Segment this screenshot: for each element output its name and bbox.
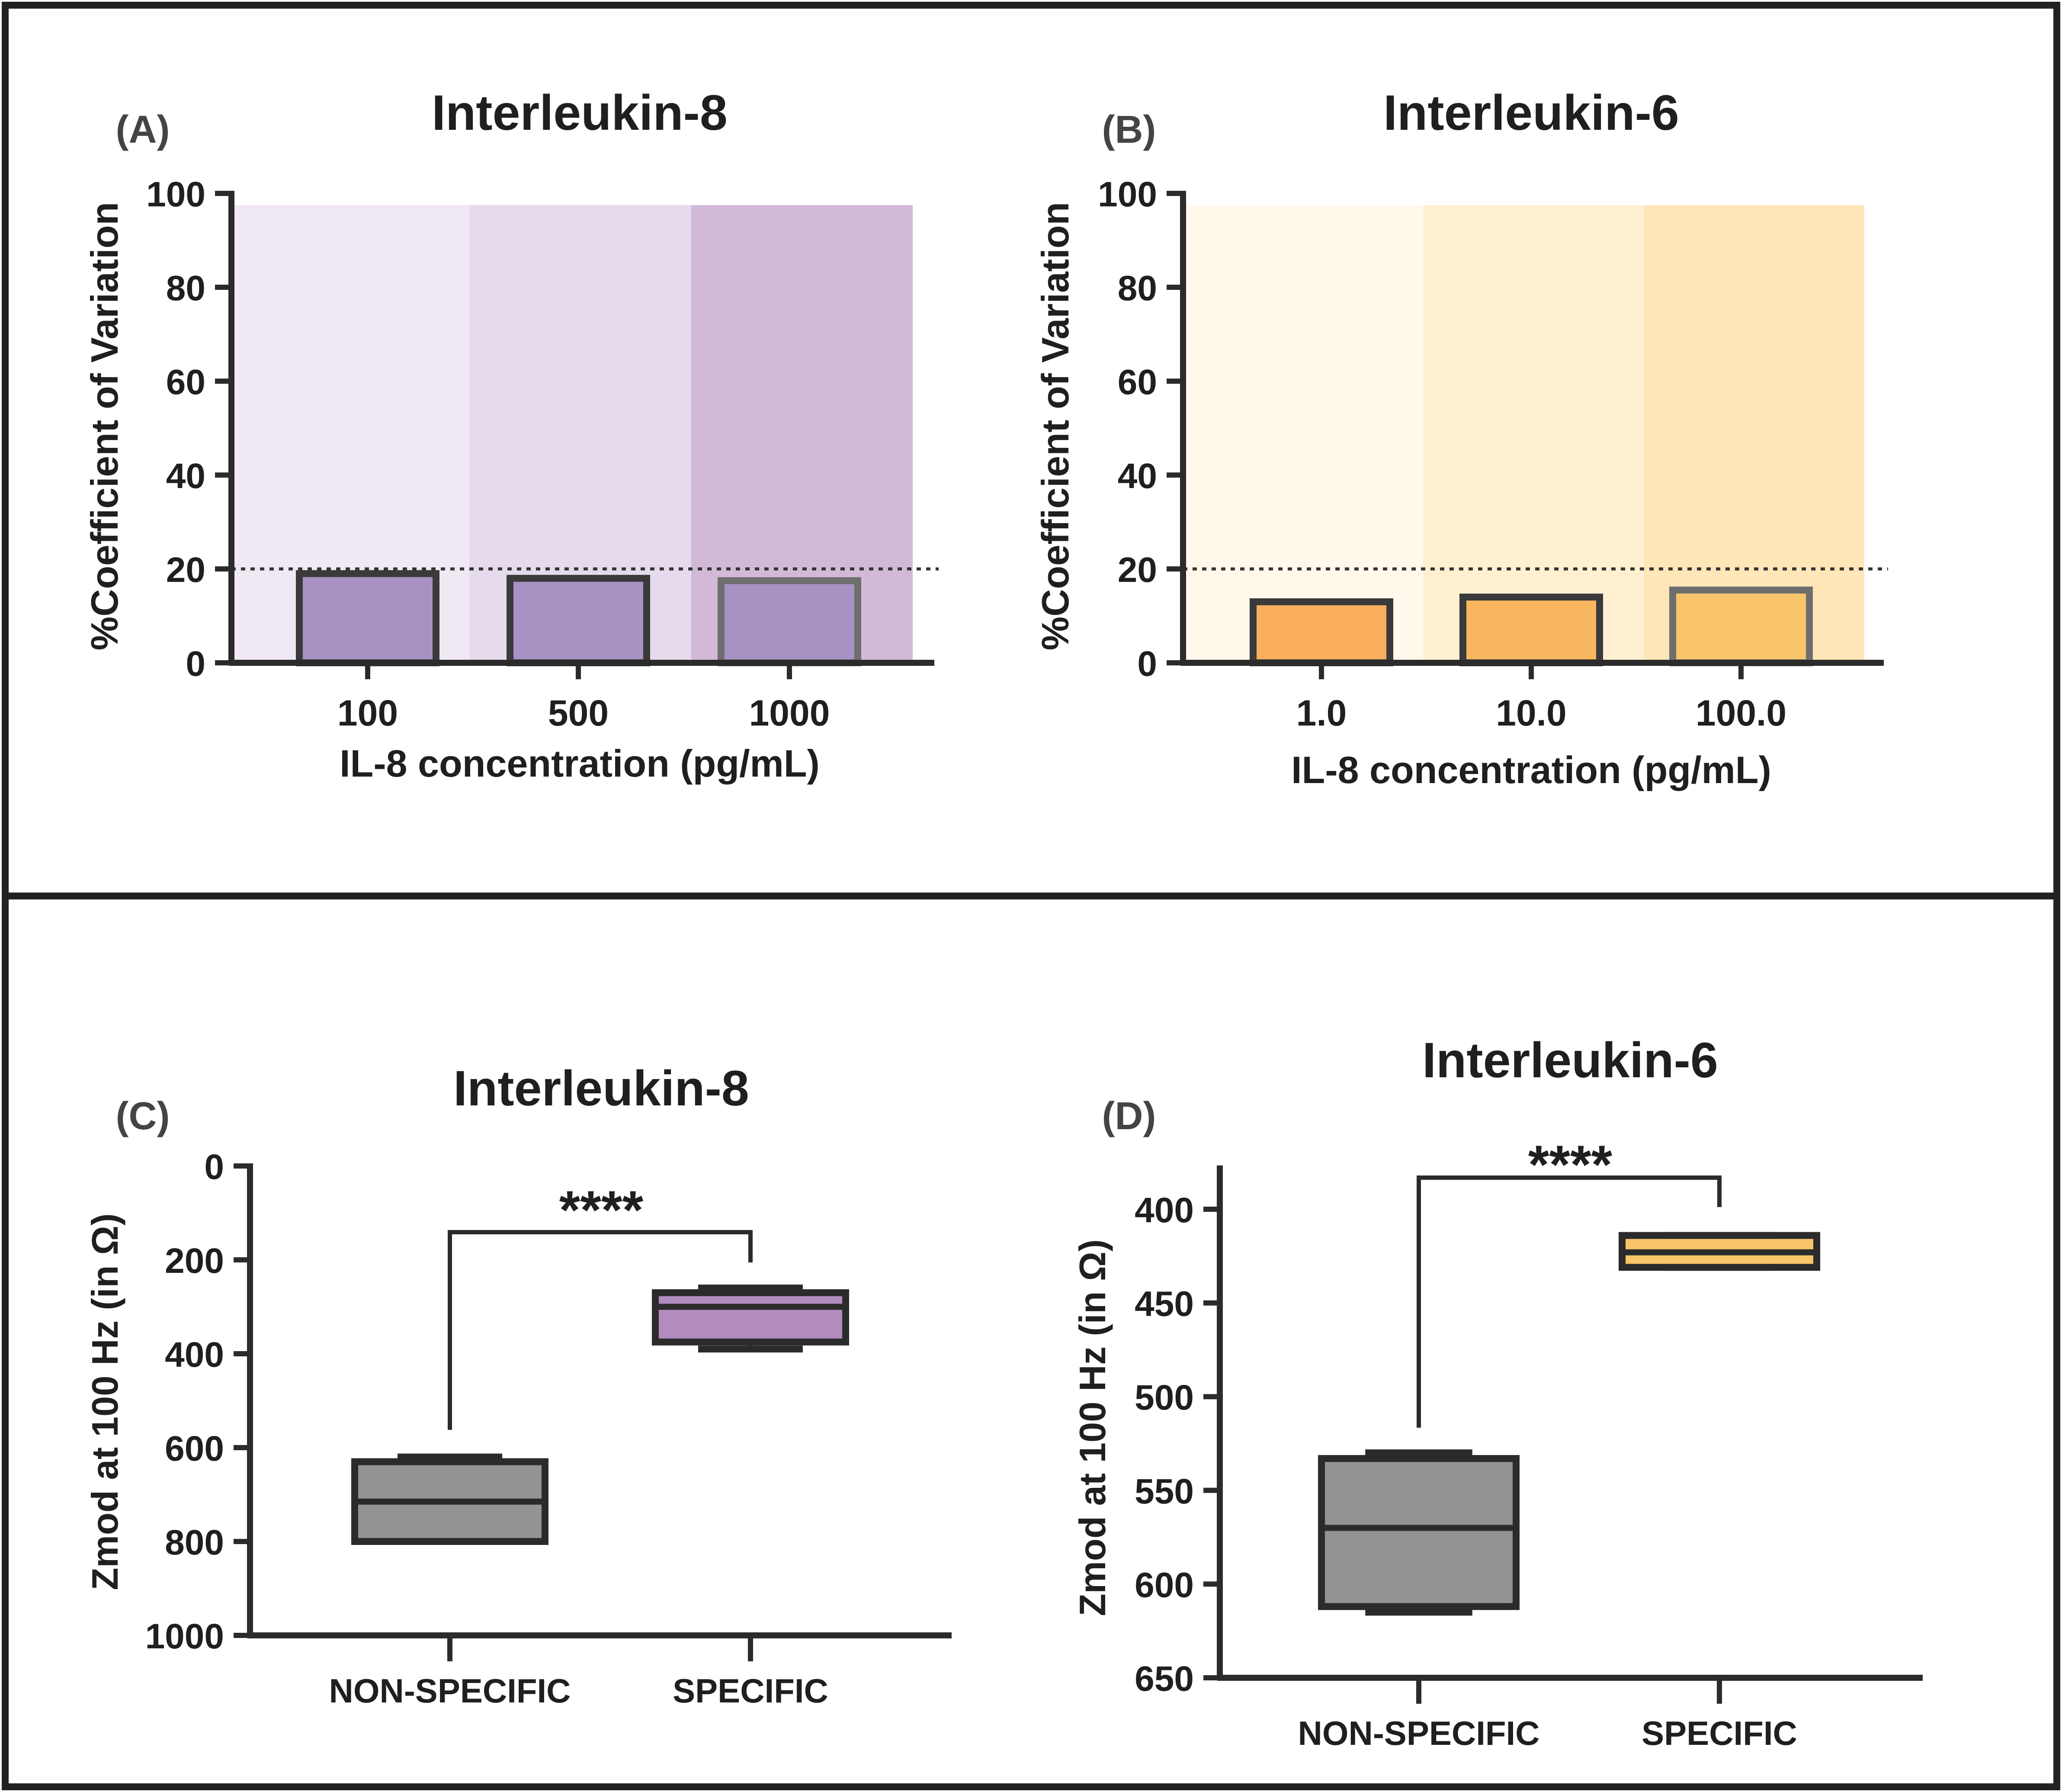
panel-d-significance-label: **** bbox=[1528, 1135, 1613, 1195]
panel-d-label: (D) bbox=[1102, 1095, 1156, 1138]
panel-b-band-3 bbox=[1644, 205, 1864, 663]
panel-d-significance-bracket bbox=[1417, 1175, 1722, 1428]
panel-c-ticks: 0 200 400 600 800 1000 NON-SPECIFIC SPECIFIC bbox=[145, 1147, 828, 1710]
panel-c-ytick-label-400: 400 bbox=[165, 1335, 224, 1375]
panel-c-boxes bbox=[351, 1285, 849, 1545]
panel-a-label: (A) bbox=[116, 108, 170, 151]
panel-a-bars bbox=[296, 570, 861, 666]
panel-b-ytick-label-100: 100 bbox=[1098, 175, 1157, 214]
panel-b-title: Interleukin-6 bbox=[1383, 85, 1679, 141]
panel-b-ytick-label-80: 80 bbox=[1118, 269, 1157, 308]
panel-b-xtick-label-10.0: 10.0 bbox=[1496, 693, 1567, 733]
panel-b-bars bbox=[1250, 586, 1813, 666]
panel-d-bracket-line bbox=[1417, 1175, 1722, 1428]
panel-a-bar-500 bbox=[507, 575, 650, 666]
panel-a-bar-1000 bbox=[718, 577, 861, 666]
panel-a-bar-100 bbox=[296, 570, 439, 666]
panel-c-box-SPECIFIC bbox=[652, 1289, 849, 1346]
panel-b-ytick-label-0: 0 bbox=[1137, 644, 1157, 684]
panel-a-xlabel: IL-8 concentration (pg/mL) bbox=[340, 742, 820, 785]
panel-d-boxes bbox=[1318, 1232, 1820, 1616]
panel-c-ytick-label-800: 800 bbox=[165, 1523, 224, 1562]
panel-b-ticks: 0 20 40 60 80 100 1.0 10.0 100.0 bbox=[1098, 175, 1786, 733]
panel-c-ytick-label-0: 0 bbox=[204, 1147, 224, 1187]
panel-c-bracket-line bbox=[448, 1230, 753, 1430]
panel-b-band-1 bbox=[1183, 205, 1423, 663]
panel-c-significance-label: **** bbox=[559, 1180, 644, 1240]
panel-b-xtick-label-1.0: 1.0 bbox=[1296, 693, 1347, 733]
panel-c-title: Interleukin-8 bbox=[453, 1061, 749, 1116]
panel-a-ytick-label-40: 40 bbox=[166, 456, 205, 496]
panel-c-ytick-label-200: 200 bbox=[165, 1241, 224, 1281]
panel-a-ytick-label-0: 0 bbox=[186, 644, 205, 684]
panel-a-xtick-label-500: 500 bbox=[548, 693, 609, 733]
panel-b-ytick-label-60: 60 bbox=[1118, 363, 1157, 402]
panel-a-ytick-label-60: 60 bbox=[166, 363, 205, 402]
panel-c-ytick-label-600: 600 bbox=[165, 1429, 224, 1468]
panel-a-xtick-label-100: 100 bbox=[337, 693, 398, 733]
panel-d-ticks: 400 450 500 550 600 650 NON-SPECIFIC SPECIFIC bbox=[1135, 1191, 1797, 1752]
panel-d-axes bbox=[1217, 1165, 1923, 1681]
panel-d-ytick-label-450: 450 bbox=[1135, 1285, 1194, 1324]
panel-d-xtick-label-NON-SPECIFIC: NON-SPECIFIC bbox=[1298, 1714, 1539, 1752]
panel-a-ylabel: %Coefficient of Variation bbox=[83, 202, 126, 651]
panel-d-ytick-label-650: 650 bbox=[1135, 1659, 1194, 1699]
panel-a-xtick-label-1000: 1000 bbox=[749, 693, 830, 733]
panel-a-ticks: 0 20 40 60 80 100 100 500 1000 bbox=[146, 175, 830, 733]
panel-a-ytick-label-80: 80 bbox=[166, 269, 205, 308]
panel-d-ylabel: Zmod at 100 Hz (in Ω) bbox=[1072, 1239, 1113, 1616]
panel-c-xtick-label-NON-SPECIFIC: NON-SPECIFIC bbox=[329, 1672, 571, 1710]
panel-a-axes bbox=[228, 191, 939, 666]
panel-d-xtick-label-SPECIFIC: SPECIFIC bbox=[1642, 1714, 1797, 1752]
panel-b-bar-1.0 bbox=[1250, 598, 1393, 666]
panel-b-xlabel: IL-8 concentration (pg/mL) bbox=[1291, 748, 1771, 791]
panel-b-bar-10.0 bbox=[1459, 594, 1603, 666]
panel-c-label: (C) bbox=[116, 1095, 170, 1138]
panel-b-bands bbox=[1183, 205, 1864, 663]
panel-c-axes bbox=[247, 1163, 952, 1638]
panel-a: 0 20 40 60 80 100 100 500 1000 (A) Interleukin-8… bbox=[83, 85, 939, 785]
panel-b-band-2 bbox=[1423, 205, 1644, 663]
panel-d-title: Interleukin-6 bbox=[1422, 1033, 1718, 1088]
panel-d-ytick-label-600: 600 bbox=[1135, 1565, 1194, 1605]
panel-c-ytick-label-1000: 1000 bbox=[145, 1617, 224, 1656]
panel-d: 400 450 500 550 600 650 NON-SPECIFIC SPECIFIC (… bbox=[1072, 1033, 1923, 1752]
panel-d-ytick-label-500: 500 bbox=[1135, 1378, 1194, 1417]
panel-b-label: (B) bbox=[1102, 108, 1156, 151]
panel-d-box-NON-SPECIFIC bbox=[1318, 1455, 1520, 1610]
panel-d-ytick-label-550: 550 bbox=[1135, 1472, 1194, 1511]
panel-b-xtick-label-100.0: 100.0 bbox=[1696, 693, 1786, 733]
panel-b-bar-100.0 bbox=[1669, 586, 1813, 666]
panel-b-ytick-label-20: 20 bbox=[1118, 550, 1157, 590]
panel-a-title: Interleukin-8 bbox=[432, 85, 728, 141]
panel-c-xtick-label-SPECIFIC: SPECIFIC bbox=[673, 1672, 828, 1710]
panel-b-ylabel: %Coefficient of Variation bbox=[1034, 202, 1077, 651]
panel-c: 0 200 400 600 800 1000 NON-SPECIFIC SPECIFIC (C… bbox=[85, 1061, 952, 1710]
panel-c-ylabel: Zmod at 100 Hz (in Ω) bbox=[85, 1213, 126, 1590]
panel-a-ytick-label-20: 20 bbox=[166, 550, 205, 590]
panel-c-significance-bracket bbox=[448, 1230, 753, 1430]
panel-b-ytick-label-40: 40 bbox=[1118, 456, 1157, 496]
panel-b: 0 20 40 60 80 100 1.0 10.0 100.0 (B) Interleukin… bbox=[1034, 85, 1888, 791]
panel-a-ytick-label-100: 100 bbox=[146, 175, 205, 214]
panel-d-ytick-label-400: 400 bbox=[1135, 1191, 1194, 1230]
